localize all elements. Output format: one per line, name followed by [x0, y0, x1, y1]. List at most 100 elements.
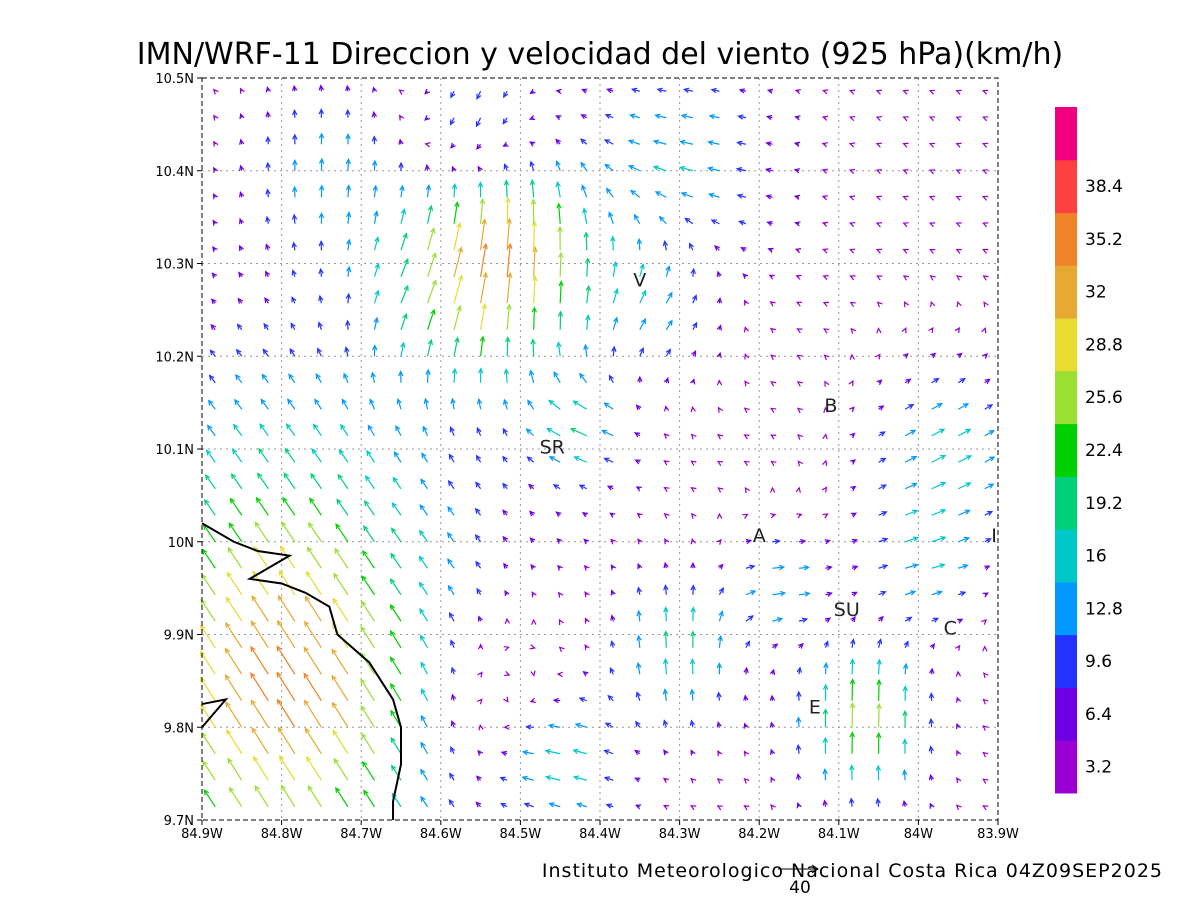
wind-vector-head [523, 802, 530, 808]
wind-vector-head [424, 163, 431, 171]
wind-vector-head [263, 322, 269, 330]
wind-vector-head [225, 701, 231, 708]
wind-vector [639, 290, 647, 304]
wind-vector [684, 88, 693, 92]
wind-vector-head [255, 496, 262, 503]
wind-vector-head [769, 486, 776, 493]
wind-vector-head [689, 657, 696, 665]
wind-vector-head [454, 336, 460, 343]
wind-vector-head [636, 609, 642, 617]
wind-vector-head [572, 400, 579, 406]
wind-vector-head [939, 428, 946, 434]
wind-vector-head [689, 688, 695, 695]
wind-vector-head [850, 638, 856, 645]
wind-vector [931, 591, 942, 596]
wind-vector-head [982, 353, 989, 359]
wind-vector-head [580, 138, 587, 145]
wind-vector-head [371, 344, 378, 351]
wind-vector-head [902, 738, 908, 745]
y-tick-label: 10.3N [155, 258, 194, 273]
wind-vector [373, 211, 378, 224]
wind-vector [665, 631, 667, 648]
wind-vector-head [679, 139, 686, 146]
wind-vector-head [821, 221, 829, 227]
wind-vector-head [450, 693, 457, 700]
wind-vector-head [878, 405, 885, 411]
wind-vector [200, 704, 216, 728]
wind-vector-head [203, 789, 210, 796]
y-tick-label: 10N [168, 536, 194, 551]
wind-vector-head [254, 785, 260, 792]
wind-vector-head [822, 89, 829, 95]
wind-vector [797, 717, 800, 728]
wind-vector-head [548, 399, 555, 406]
wind-vector-head [603, 139, 611, 145]
wind-vector-head [822, 275, 829, 281]
wind-vector-head [849, 248, 856, 254]
wind-vector-head [583, 564, 590, 571]
wind-vector-head [928, 745, 934, 752]
wind-vector [581, 185, 588, 198]
wind-vector-head [345, 84, 351, 92]
wind-vector [681, 192, 694, 198]
wind-vector [957, 482, 971, 490]
wind-vector-head [420, 478, 426, 485]
wind-vector [335, 787, 349, 808]
wind-vector-head [276, 645, 282, 652]
wind-vector [347, 267, 350, 277]
wind-vector-head [605, 187, 612, 194]
wind-vector-head [769, 434, 777, 440]
wind-vector-head [795, 301, 803, 307]
wind-vector-head [797, 642, 804, 649]
wind-vector [393, 451, 402, 463]
wind-vector-head [902, 709, 908, 717]
wind-vector [419, 504, 429, 516]
wind-vector-head [982, 725, 989, 731]
wind-vector-head [578, 697, 586, 703]
wind-vector-head [477, 749, 484, 756]
wind-vector-head [527, 399, 533, 406]
wind-vector-head [769, 407, 777, 413]
wind-vector [307, 547, 322, 569]
wind-vector-head [767, 247, 774, 253]
wind-vector-head [794, 248, 802, 254]
wind-vector-head [717, 563, 724, 570]
wind-vector-head [427, 204, 434, 212]
wind-vector [665, 607, 667, 622]
wind-vector [957, 509, 970, 516]
wind-vector [448, 480, 455, 490]
wind-vector-head [774, 538, 781, 545]
wind-vector-head [801, 617, 809, 623]
wind-vector [304, 596, 322, 622]
wind-vector [397, 399, 402, 410]
wind-vector-head [823, 354, 830, 361]
wind-vector-head [989, 456, 996, 462]
wind-vector-head [477, 643, 484, 650]
wind-vector-head [680, 113, 688, 119]
wind-vector [549, 456, 561, 463]
wind-vector-head [237, 297, 244, 304]
wind-vector-head [963, 536, 970, 542]
wind-vector [634, 214, 641, 225]
wind-vector-head [265, 161, 271, 168]
wind-vector-head [663, 749, 669, 756]
wind-vector [638, 611, 641, 622]
wind-vector-head [503, 724, 510, 730]
wind-vector [235, 374, 243, 384]
wind-vector-head [371, 86, 378, 93]
wind-vector [630, 114, 640, 119]
wind-vector-head [744, 299, 749, 306]
wind-vector-head [940, 536, 947, 542]
wind-vector-head [604, 113, 611, 119]
wind-vector-head [635, 486, 642, 492]
wind-vector [878, 639, 882, 648]
wind-vector-head [902, 275, 910, 281]
wind-vector [277, 595, 296, 622]
wind-vector-head [690, 561, 696, 569]
wind-vector-head [555, 180, 561, 188]
wind-vector-head [363, 789, 369, 796]
wind-vector [824, 663, 827, 675]
wind-vector-head [690, 267, 696, 274]
wind-vector-head [585, 314, 591, 321]
wind-vector-head [981, 326, 987, 334]
